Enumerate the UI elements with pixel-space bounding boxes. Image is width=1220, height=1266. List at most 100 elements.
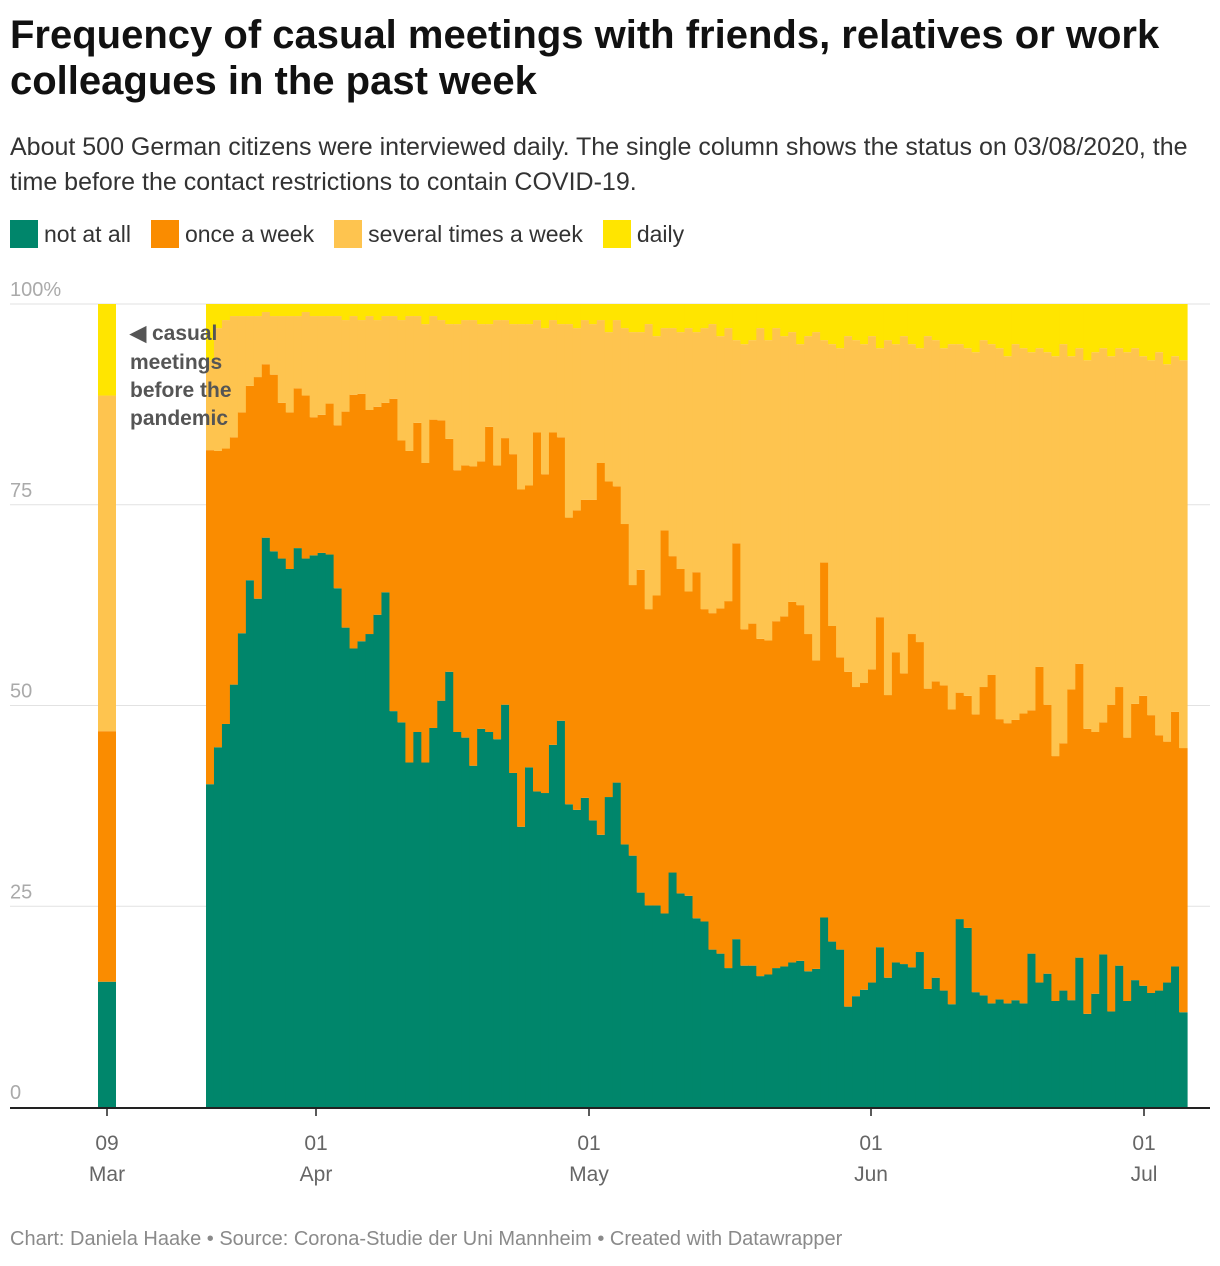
bar-segment xyxy=(580,304,590,321)
bar-segment xyxy=(277,402,287,559)
bar-segment xyxy=(899,336,909,674)
legend-label: not at all xyxy=(44,220,131,247)
bar-segment xyxy=(740,629,749,966)
bar-segment xyxy=(684,895,694,1107)
bar-segment xyxy=(772,328,781,622)
bar-segment xyxy=(852,304,861,341)
bar-segment xyxy=(229,684,239,1107)
bar-segment xyxy=(923,688,933,989)
y-tick-label: 25 xyxy=(10,881,32,903)
bar-segment xyxy=(98,395,116,732)
bar-segment xyxy=(253,377,263,599)
bar-segment xyxy=(923,336,933,689)
bar-segment xyxy=(891,652,901,963)
bar-segment xyxy=(221,304,231,321)
bar-segment xyxy=(485,426,494,732)
bar-segment xyxy=(261,537,271,1107)
bar-segment xyxy=(716,304,726,337)
bar-segment xyxy=(1003,723,1013,1004)
bar-segment xyxy=(1131,348,1140,704)
bar-segment xyxy=(899,673,909,965)
bar-segment xyxy=(1035,982,1045,1107)
bar-segment xyxy=(501,320,510,439)
bar-segment xyxy=(1155,990,1164,1107)
bar-segment xyxy=(333,304,343,317)
bar-segment xyxy=(1171,711,1180,967)
bar-segment xyxy=(692,304,702,333)
bar-segment xyxy=(1083,304,1092,361)
bar-segment xyxy=(285,304,295,317)
bar-segment xyxy=(1091,304,1100,353)
bar-segment xyxy=(1131,980,1140,1107)
bar-segment xyxy=(596,834,606,1107)
bar-segment xyxy=(660,530,670,914)
bar-segment xyxy=(748,340,757,624)
bar-segment xyxy=(995,999,1005,1107)
bar-segment xyxy=(1011,304,1021,345)
bar-segment xyxy=(413,422,422,732)
bar-segment xyxy=(963,927,973,1107)
bar-segment xyxy=(373,406,383,615)
bar-segment xyxy=(365,304,375,317)
bar-segment xyxy=(1155,304,1164,353)
bar-segment xyxy=(509,324,518,455)
bar-segment xyxy=(748,623,757,966)
bar-segment xyxy=(836,657,845,950)
bar-segment xyxy=(1139,695,1148,986)
bar-segment xyxy=(780,336,789,617)
bar-segment xyxy=(796,960,805,1107)
bar-segment xyxy=(285,568,295,1107)
bar-segment xyxy=(708,949,718,1107)
bar-segment xyxy=(309,304,319,317)
bar-segment xyxy=(213,304,223,329)
bar-segment xyxy=(652,905,662,1107)
bar-segment xyxy=(309,417,319,556)
bar-segment xyxy=(844,336,853,672)
bar-segment xyxy=(453,731,462,1107)
bar-segment xyxy=(1163,741,1172,983)
bar-segment xyxy=(237,304,247,317)
bar-segment xyxy=(875,947,885,1107)
bar-segment xyxy=(1027,352,1037,711)
bar-segment xyxy=(955,919,965,1107)
bar-segment xyxy=(301,558,311,1107)
bar-segment xyxy=(1011,344,1021,720)
bar-segment xyxy=(1147,715,1156,993)
bar-segment xyxy=(317,414,327,553)
x-tick-label-month: Apr xyxy=(300,1163,333,1186)
bar-segment xyxy=(293,316,303,389)
bar-segment xyxy=(1051,304,1060,357)
bar-segment xyxy=(915,642,925,953)
bar-segment xyxy=(437,320,446,421)
bar-segment xyxy=(381,402,391,593)
y-tick-label: 50 xyxy=(10,681,32,703)
bar-segment xyxy=(477,461,486,729)
bar-segment xyxy=(1179,304,1188,361)
bar-segment xyxy=(820,917,829,1107)
bar-segment xyxy=(836,348,845,658)
bar-segment xyxy=(668,556,678,873)
bar-segment xyxy=(740,304,749,345)
bar-segment xyxy=(844,1006,853,1107)
bar-segment xyxy=(1067,304,1076,357)
bar-segment xyxy=(588,304,598,325)
bar-segment xyxy=(883,340,893,696)
bar-segment xyxy=(772,621,781,969)
bar-segment xyxy=(453,304,462,325)
bar-segment xyxy=(1003,304,1013,357)
bar-segment xyxy=(525,324,534,486)
bar-segment xyxy=(724,968,733,1107)
bar-segment xyxy=(301,395,311,559)
footer-separator: • xyxy=(591,1228,610,1250)
legend-swatch xyxy=(334,220,363,248)
x-tick-label-month: Jun xyxy=(854,1163,888,1186)
bar-segment xyxy=(748,965,757,1107)
bar-segment xyxy=(1115,965,1124,1107)
bar-segment xyxy=(852,340,861,688)
bar-segment xyxy=(756,328,765,639)
bar-segment xyxy=(939,990,949,1107)
bar-segment xyxy=(269,374,279,552)
bar-segment xyxy=(1115,687,1124,966)
bar-segment xyxy=(955,692,965,920)
bar-segment xyxy=(469,765,478,1107)
